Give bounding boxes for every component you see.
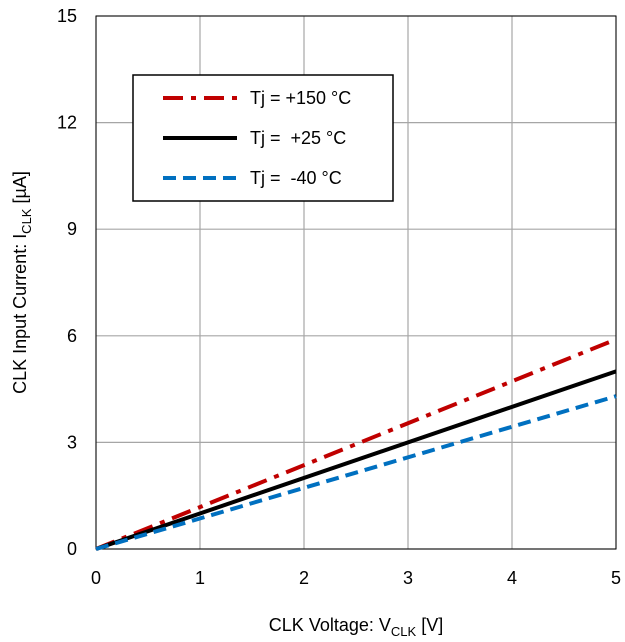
legend-label-0: Tj = +150 °C [250, 88, 351, 108]
x-tick-label: 5 [611, 568, 621, 588]
x-axis-title: CLK Voltage: VCLK [V] [269, 615, 443, 639]
y-tick-label: 9 [67, 219, 77, 239]
y-axis-title-sub: CLK [19, 208, 34, 234]
series-line-1 [95, 369, 617, 551]
legend: Tj = +150 °C Tj = +25 °C Tj = -40 °C [132, 74, 394, 202]
y-tick-label: 15 [57, 6, 77, 26]
x-tick-labels: 0 1 2 3 4 5 [91, 568, 621, 588]
x-axis-title-unit: [V] [416, 615, 443, 635]
y-tick-labels: 0 3 6 9 12 15 [57, 6, 77, 559]
x-axis-title-sub: CLK [391, 624, 417, 639]
y-axis-title-unit: [µA] [10, 171, 30, 208]
y-axis-title-main: CLK Input Current: I [10, 234, 30, 394]
x-tick-label: 3 [403, 568, 413, 588]
series-line-2 [95, 394, 617, 551]
x-tick-label: 1 [195, 568, 205, 588]
y-tick-label: 12 [57, 113, 77, 133]
y-tick-label: 0 [67, 539, 77, 559]
x-tick-label: 2 [299, 568, 309, 588]
x-tick-label: 0 [91, 568, 101, 588]
series-line-0 [95, 337, 617, 551]
y-tick-label: 6 [67, 326, 77, 346]
legend-label-1: Tj = +25 °C [250, 128, 346, 148]
x-axis-title-main: CLK Voltage: V [269, 615, 391, 635]
y-tick-label: 3 [67, 432, 77, 452]
legend-label-2: Tj = -40 °C [250, 168, 342, 188]
x-tick-label: 4 [507, 568, 517, 588]
series-layer [95, 337, 617, 551]
y-axis-title: CLK Input Current: ICLK [µA] [10, 171, 34, 394]
plot-frame [95, 15, 617, 550]
